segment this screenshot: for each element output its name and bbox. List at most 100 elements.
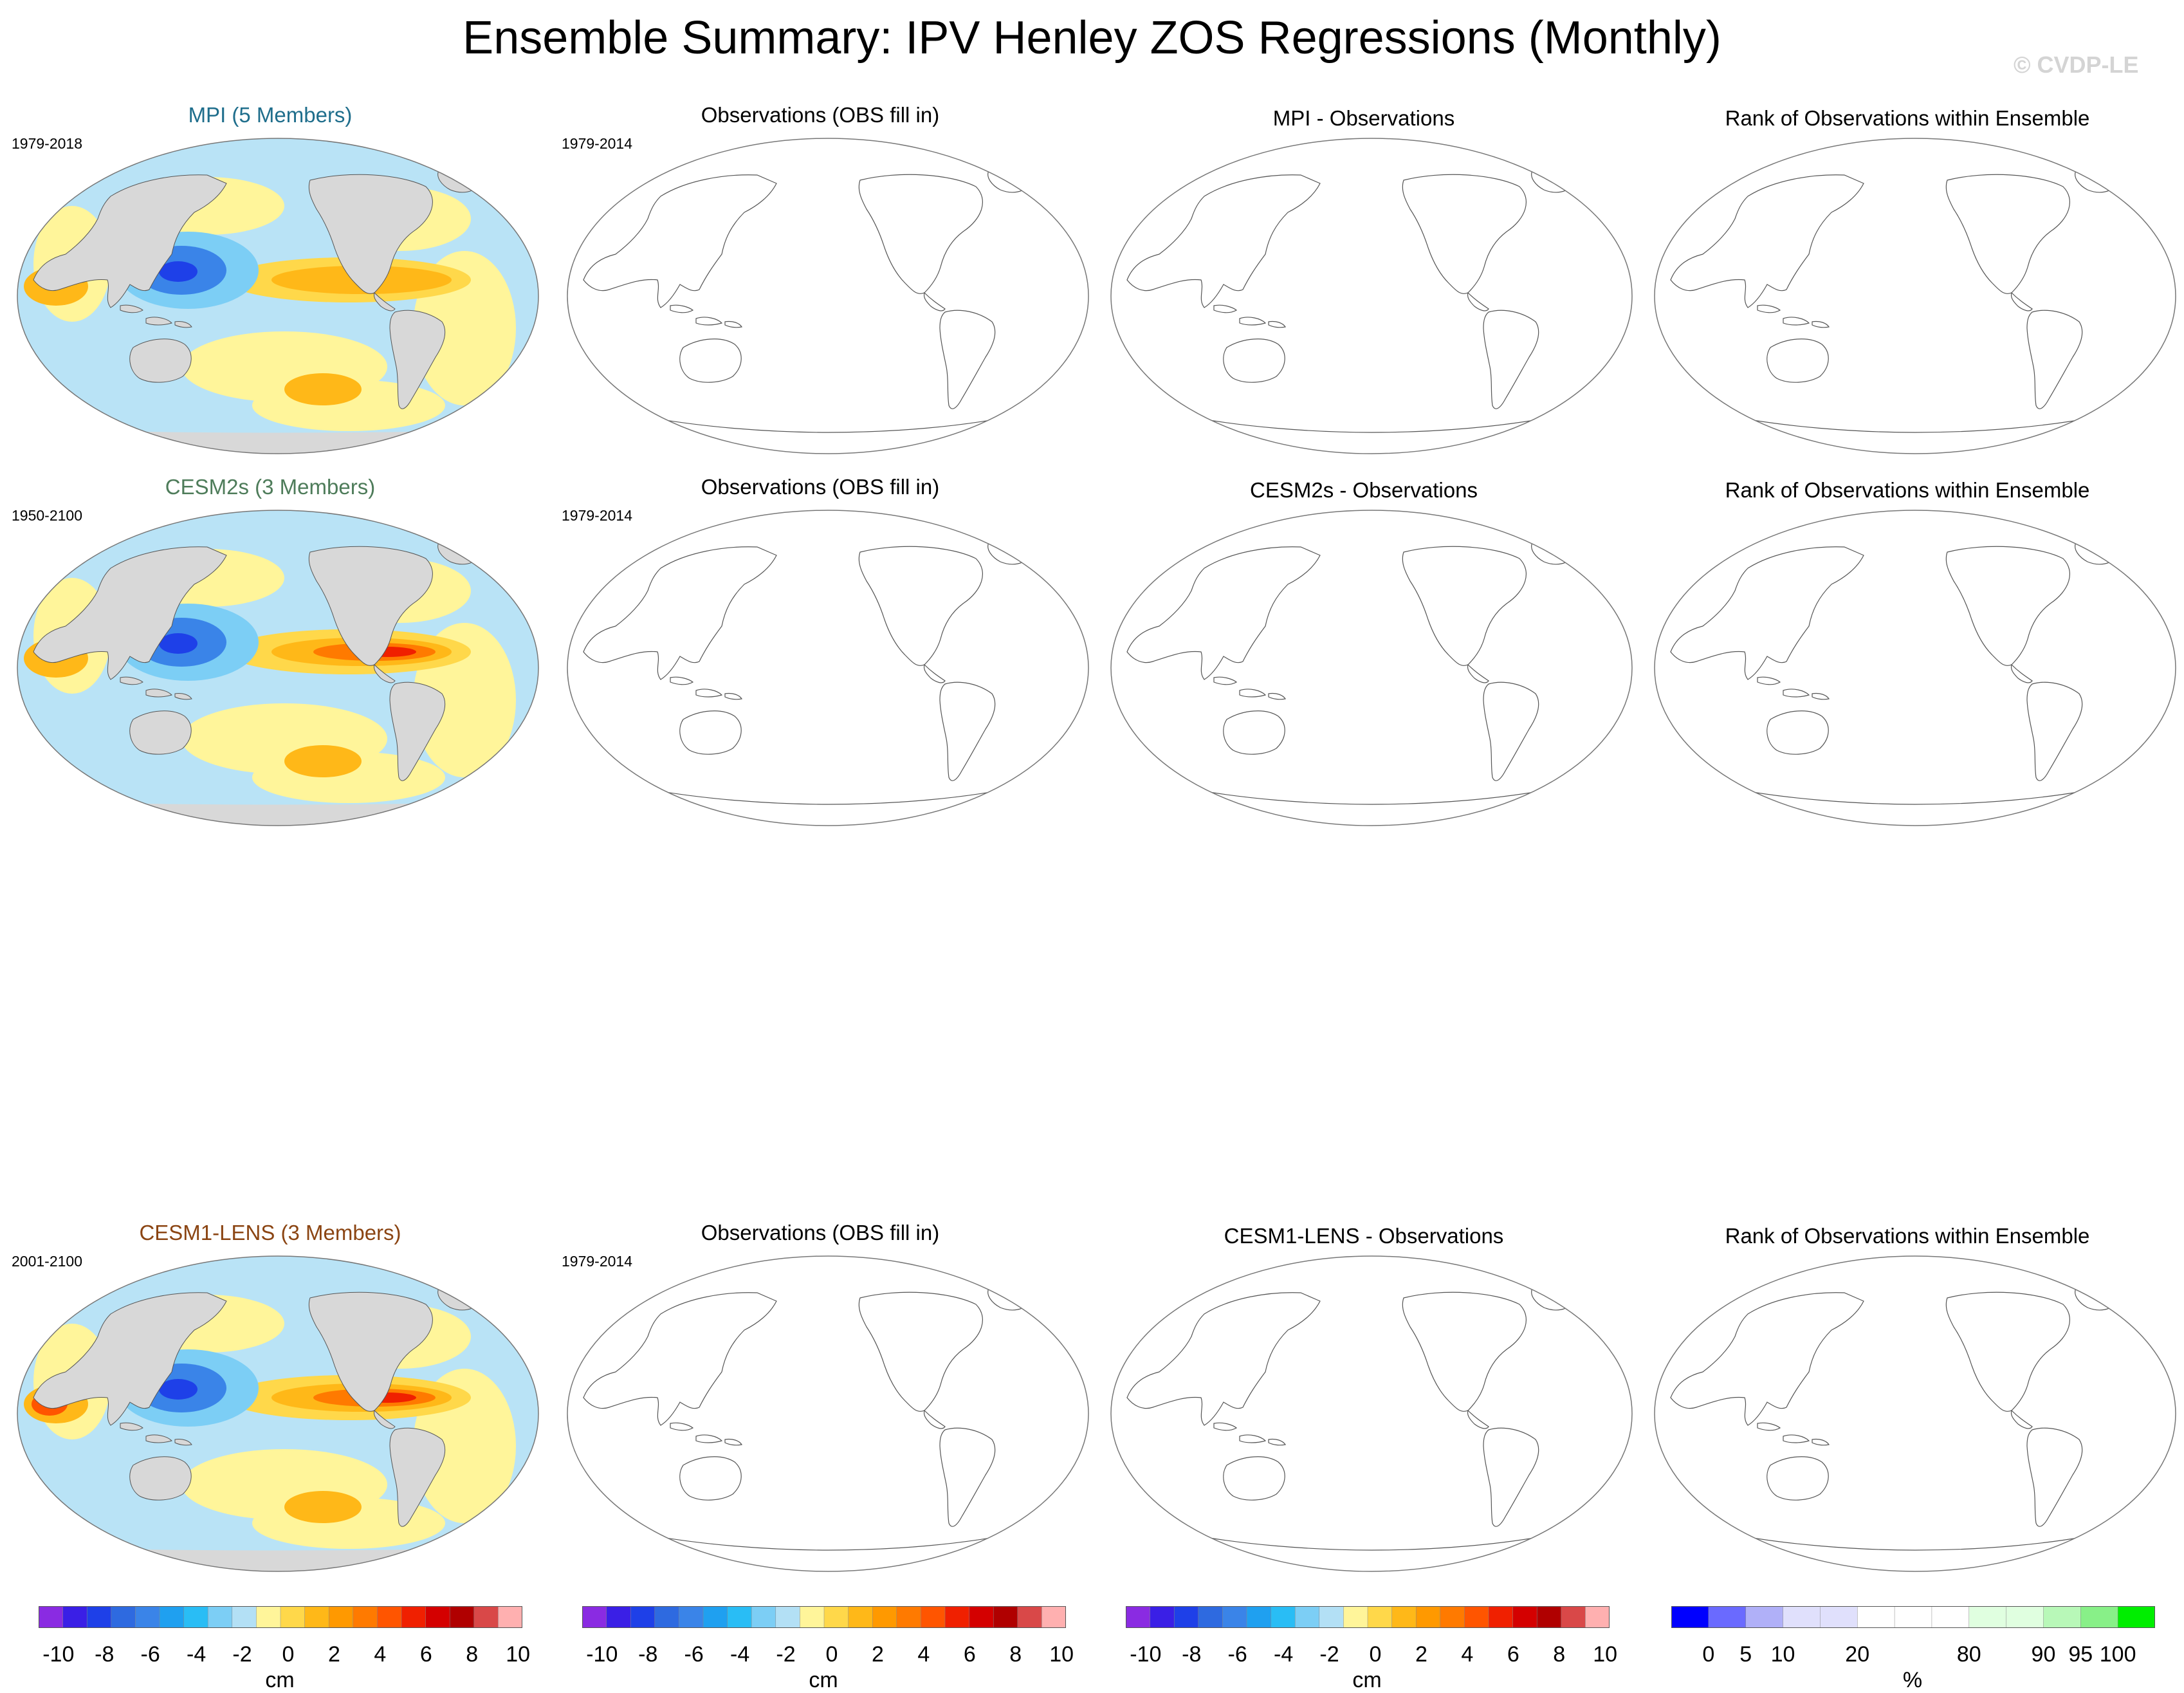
colorbar-swatch — [751, 1606, 776, 1628]
coastline — [1783, 689, 1810, 698]
coastline — [679, 338, 742, 383]
coastline — [1812, 692, 1830, 700]
coastline — [858, 546, 983, 666]
colorbar-tick-label: 95 — [2068, 1642, 2093, 1667]
coastline — [1670, 546, 1864, 680]
colorbar-swatches — [39, 1606, 522, 1628]
colorbar-swatch — [848, 1606, 873, 1628]
colorbar-swatch — [1222, 1606, 1247, 1628]
coastline — [1945, 1291, 2070, 1412]
land-mass — [389, 310, 446, 409]
colorbar-swatch — [2117, 1606, 2155, 1628]
colorbar-swatch — [1561, 1606, 1586, 1628]
map-cesm1-diff — [1110, 1255, 1633, 1572]
coastline — [2026, 310, 2083, 409]
panel-cesm2s-model: CESM2s (3 Members) 1950-2100 — [0, 475, 540, 826]
coastline — [621, 1529, 1034, 1551]
coastline — [1483, 1427, 1539, 1527]
coastline — [1223, 1456, 1285, 1501]
land-mass — [174, 1439, 192, 1446]
panel-title: CESM2s (3 Members) — [165, 475, 376, 499]
colorbar-swatch — [800, 1606, 825, 1628]
panel-mpi-diff: MPI - Observations — [1094, 106, 1634, 454]
coastline — [1757, 1422, 1781, 1431]
colorbar-swatch — [1271, 1606, 1296, 1628]
coastline — [2026, 1427, 2083, 1527]
map-mpi-rank — [1654, 138, 2176, 454]
colorbar-swatch — [582, 1606, 607, 1628]
coastline — [1223, 710, 1285, 755]
colorbar-tick-label: 0 — [825, 1642, 838, 1667]
panel-cesm1-rank: Rank of Observations within Ensemble — [1637, 1224, 2178, 1572]
colorbar-swatch — [377, 1606, 402, 1628]
coastline-group — [1126, 169, 1578, 433]
coastline — [724, 320, 742, 328]
land-mass — [145, 317, 172, 326]
coastline — [621, 411, 1034, 433]
coastline — [1766, 338, 1829, 383]
coastline — [1268, 320, 1286, 328]
colorbar-swatch — [498, 1606, 522, 1628]
coastline — [670, 1422, 694, 1431]
colorbar-swatch — [1343, 1606, 1368, 1628]
colorbar-frame — [1126, 1606, 1610, 1628]
coastline — [1945, 174, 2070, 294]
panel-cesm2s-diff: CESM2s - Observations — [1094, 478, 1634, 826]
cold-pool-core — [159, 1379, 197, 1400]
coastline — [724, 1438, 742, 1446]
land-mass — [374, 664, 396, 683]
colorbar-swatch — [1968, 1606, 2007, 1628]
colorbar-tick-label: -4 — [730, 1642, 750, 1667]
land-mass — [120, 676, 143, 685]
colorbar-swatches — [1671, 1606, 2155, 1628]
map-border — [567, 1255, 1089, 1572]
map-cesm1-rank — [1654, 1255, 2176, 1572]
land-mass — [174, 693, 192, 700]
coastline — [987, 541, 1031, 565]
land-mass — [120, 1422, 143, 1431]
map-cesm2s-diff — [1110, 510, 1633, 826]
coastline — [1126, 1292, 1321, 1426]
coastline — [1531, 169, 1575, 193]
land-mass — [129, 338, 192, 383]
coastline — [724, 692, 742, 700]
coastline — [1483, 310, 1539, 409]
colorbar-swatch — [2043, 1606, 2082, 1628]
south-pacific-warm — [284, 373, 362, 405]
coastline — [1467, 663, 1489, 683]
land-mass — [129, 1456, 192, 1501]
colorbar-tick-label: 80 — [1956, 1642, 1981, 1667]
colorbar-tick-label: -2 — [232, 1642, 252, 1667]
coastline — [939, 681, 996, 781]
map-border — [1110, 510, 1633, 826]
colorbar-swatch — [702, 1606, 728, 1628]
coastline — [670, 676, 694, 685]
map-border — [1654, 1255, 2176, 1572]
coastline — [1709, 783, 2122, 805]
map-cesm1-model — [17, 1255, 539, 1572]
coastline — [1467, 1409, 1489, 1429]
south-pacific-warm — [284, 1491, 362, 1523]
colorbar-swatch — [232, 1606, 257, 1628]
coastline — [1223, 338, 1285, 383]
colorbar-swatches — [1126, 1606, 1610, 1628]
colorbar-tick-label: 6 — [1507, 1642, 1519, 1667]
coastline — [1239, 689, 1267, 698]
map-border — [1654, 510, 2176, 826]
panel-years: 1979-2014 — [562, 507, 632, 524]
coastline — [987, 169, 1031, 193]
coastline — [923, 291, 946, 311]
coastline-group — [583, 1286, 1034, 1551]
coastline — [1783, 1434, 1810, 1443]
coastline — [1670, 1292, 1864, 1426]
colorbar-swatch — [1391, 1606, 1417, 1628]
coastline-group — [1126, 541, 1578, 805]
coastline — [1483, 681, 1539, 781]
colorbar-tick-label: -10 — [1130, 1642, 1162, 1667]
coastline — [923, 1409, 946, 1429]
coastline — [583, 546, 777, 680]
coastline — [1268, 692, 1286, 700]
colorbar-tick-label: -6 — [140, 1642, 160, 1667]
colorbar-tick-label: -2 — [776, 1642, 796, 1667]
colorbar-swatch — [1319, 1606, 1344, 1628]
